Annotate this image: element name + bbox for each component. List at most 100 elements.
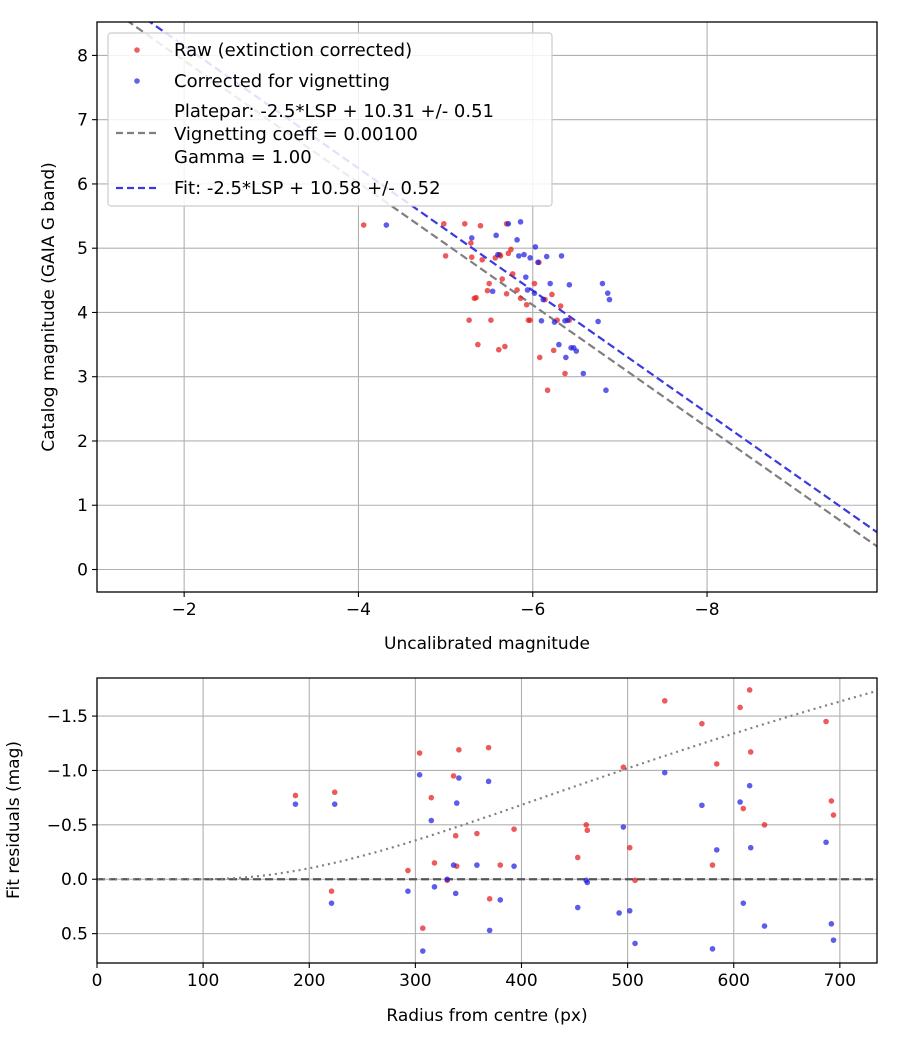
residuals-point-corrected — [584, 879, 591, 886]
calibration-point-raw — [360, 222, 367, 228]
calibration-point-corrected — [538, 318, 545, 324]
residuals-point-corrected — [574, 904, 581, 911]
residuals-point-raw — [328, 888, 335, 895]
calibration-chart: −2 −4 −6 −8 0 1 2 3 4 5 6 7 8 Uncalibrated magnitude… — [39, 21, 878, 654]
residuals-point-raw — [292, 792, 299, 799]
residuals-point-corrected — [485, 778, 492, 785]
residuals-point-raw — [709, 862, 716, 868]
residuals-point-corrected — [431, 884, 438, 890]
residuals-chart: 0 100 200 300 400 500 600 700 0.5 0.0 −0.5 −1.0 −1.5… — [4, 677, 878, 1026]
residuals-point-raw — [713, 761, 720, 767]
calibration-point-corrected — [564, 317, 571, 323]
legend: Raw (extinction corrected) Corrected for… — [107, 32, 553, 207]
calibration-point-corrected — [551, 319, 558, 325]
calibration-point-corrected — [563, 354, 569, 361]
residuals-point-raw — [746, 687, 753, 693]
residuals-point-raw — [511, 826, 517, 833]
residuals-point-corrected — [428, 817, 435, 824]
calibration-point-corrected — [532, 244, 539, 250]
calibration-point-raw — [468, 254, 475, 260]
residuals-point-raw — [747, 749, 754, 755]
calibration-point-corrected — [556, 341, 562, 348]
residuals-point-raw — [632, 877, 638, 884]
residuals-point-corrected — [452, 890, 459, 897]
residuals-y-tick-label: −1.5 — [47, 707, 88, 727]
calibration-y-tick-label: 7 — [77, 111, 88, 131]
residuals-point-raw — [620, 764, 627, 770]
calibration-point-corrected — [505, 220, 512, 227]
calibration-point-corrected — [516, 253, 522, 259]
calibration-point-raw — [495, 346, 502, 353]
residuals-point-raw — [823, 718, 829, 725]
residuals-y-tick-label: −1.0 — [47, 761, 88, 781]
calibration-x-tick-label: −8 — [695, 600, 720, 620]
residuals-point-raw — [405, 867, 411, 874]
residuals-x-tick-label: 100 — [187, 971, 219, 991]
residuals-point-corrected — [292, 801, 299, 807]
calibration-point-corrected — [558, 253, 565, 259]
calibration-point-raw — [442, 253, 449, 259]
residuals-y-tick-label: 0.5 — [61, 925, 88, 945]
residuals-x-tick-label: 700 — [824, 971, 856, 991]
residuals-x-axis-label: Radius from centre (px) — [386, 1006, 587, 1026]
residuals-point-corrected — [747, 844, 754, 851]
calibration-point-raw — [441, 220, 447, 227]
legend-label-fit: Fit: -2.5*LSP + 10.58 +/- 0.52 — [174, 178, 441, 199]
calibration-point-corrected — [547, 280, 553, 287]
calibration-y-tick-label: 5 — [77, 239, 88, 259]
residuals-point-raw — [828, 798, 835, 804]
residuals-point-corrected — [456, 775, 462, 781]
residuals-x-tick-label: 400 — [505, 971, 537, 991]
residuals-point-raw — [452, 832, 459, 839]
residuals-point-corrected — [746, 782, 753, 789]
calibration-point-corrected — [514, 237, 520, 243]
calibration-point-corrected — [531, 290, 538, 296]
calibration-point-corrected — [603, 387, 609, 394]
residuals-series — [97, 687, 877, 954]
residuals-point-raw — [497, 862, 504, 868]
calibration-y-tick-label: 1 — [77, 496, 88, 516]
calibration-y-axis-label: Catalog magnitude (GAIA G band) — [39, 162, 59, 452]
residuals-x-tick-label: 500 — [611, 971, 643, 991]
residuals-point-corrected — [761, 923, 768, 929]
calibration-y-tick-label: 3 — [77, 368, 88, 388]
calibration-point-corrected — [566, 282, 573, 288]
calibration-point-raw — [484, 287, 491, 294]
residuals-y-tick-label: −0.5 — [47, 816, 88, 836]
calibration-point-corrected — [489, 288, 496, 295]
calibration-y-tick-label: 0 — [77, 561, 88, 581]
calibration-point-corrected — [517, 219, 524, 225]
legend-label-raw: Raw (extinction corrected) — [174, 40, 412, 61]
residuals-point-corrected — [450, 862, 457, 868]
calibration-y-tick-label: 6 — [77, 175, 88, 195]
calibration-point-corrected — [495, 251, 501, 258]
residuals-point-corrected — [713, 847, 720, 853]
calibration-point-raw — [562, 370, 568, 377]
residuals-point-raw — [474, 830, 480, 837]
calibration-point-raw — [509, 271, 516, 277]
residuals-point-raw — [419, 925, 426, 931]
calibration-point-raw — [550, 347, 557, 354]
calibration-point-corrected — [543, 253, 550, 260]
calibration-point-corrected — [604, 290, 611, 296]
residuals-point-corrected — [405, 888, 411, 895]
residuals-point-raw — [428, 794, 435, 801]
calibration-point-raw — [468, 240, 474, 246]
calibration-point-raw — [473, 294, 479, 301]
calibration-point-corrected — [595, 318, 601, 325]
residuals-point-corrected — [830, 937, 837, 943]
calibration-point-raw — [499, 276, 506, 282]
residuals-point-raw — [699, 720, 705, 727]
calibration-ticks: −2 −4 −6 −8 0 1 2 3 4 5 6 7 8 — [77, 46, 719, 620]
residuals-point-raw — [584, 827, 591, 834]
calibration-point-raw — [523, 301, 530, 308]
residuals-point-raw — [486, 896, 493, 902]
residuals-x-tick-label: 600 — [718, 971, 750, 991]
residuals-point-corrected — [416, 772, 423, 778]
calibration-point-raw — [517, 295, 524, 302]
calibration-point-raw — [549, 291, 555, 298]
residuals-point-corrected — [661, 769, 668, 776]
residuals-point-corrected — [737, 799, 743, 805]
calibration-point-raw — [508, 246, 514, 253]
calibration-point-raw — [536, 354, 543, 361]
